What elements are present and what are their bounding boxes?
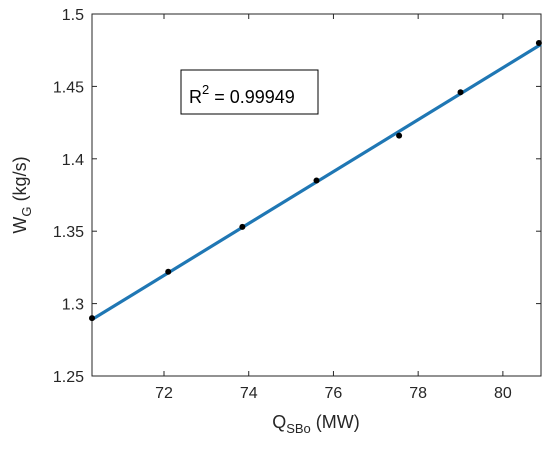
y-tick-label: 1.5 xyxy=(62,7,84,24)
data-point xyxy=(165,268,172,275)
annotation-base: R xyxy=(189,87,202,107)
x-axis-label-sub: SBo xyxy=(286,421,311,436)
x-tick-label: 76 xyxy=(325,385,343,402)
data-point xyxy=(89,315,95,322)
x-tick-label: 72 xyxy=(155,385,173,402)
x-tick-label: 74 xyxy=(240,385,258,402)
annotation-box xyxy=(180,69,319,115)
y-tick-label: 1.3 xyxy=(62,297,84,314)
y-axis-label-sub: G xyxy=(19,206,34,216)
y-axis-label-main: W xyxy=(10,217,30,234)
x-axis-label-unit: (MW) xyxy=(311,412,360,432)
annotation-sup: 2 xyxy=(202,82,209,97)
data-points xyxy=(89,39,542,322)
y-axis-label-unit: (kg/s) xyxy=(10,156,30,206)
y-tick-label: 1.35 xyxy=(53,224,84,241)
tick-labels: 72 74 76 78 80 1.25 1.3 1.35 1.4 1.45 1.5 xyxy=(53,7,512,402)
y-axis-label: WG (kg/s) xyxy=(10,156,34,233)
plot-area xyxy=(91,13,542,377)
data-point xyxy=(457,89,464,96)
annotation-rest: = 0.99949 xyxy=(209,87,295,107)
y-tick-label: 1.25 xyxy=(53,369,84,386)
data-point xyxy=(396,132,403,139)
r-squared-annotation: R2 = 0.99949 xyxy=(180,69,319,115)
x-tick-label: 78 xyxy=(409,385,427,402)
x-axis-label: QSBo (MW) xyxy=(272,412,360,436)
y-tick-label: 1.4 xyxy=(62,152,84,169)
data-point xyxy=(535,39,542,46)
ticks xyxy=(92,13,541,377)
x-axis-label-main: Q xyxy=(272,412,286,432)
y-tick-label: 1.45 xyxy=(53,79,84,96)
annotation-text: R2 = 0.99949 xyxy=(189,82,295,107)
data-point xyxy=(239,223,246,230)
data-point xyxy=(313,177,320,184)
x-tick-label: 80 xyxy=(494,385,512,402)
